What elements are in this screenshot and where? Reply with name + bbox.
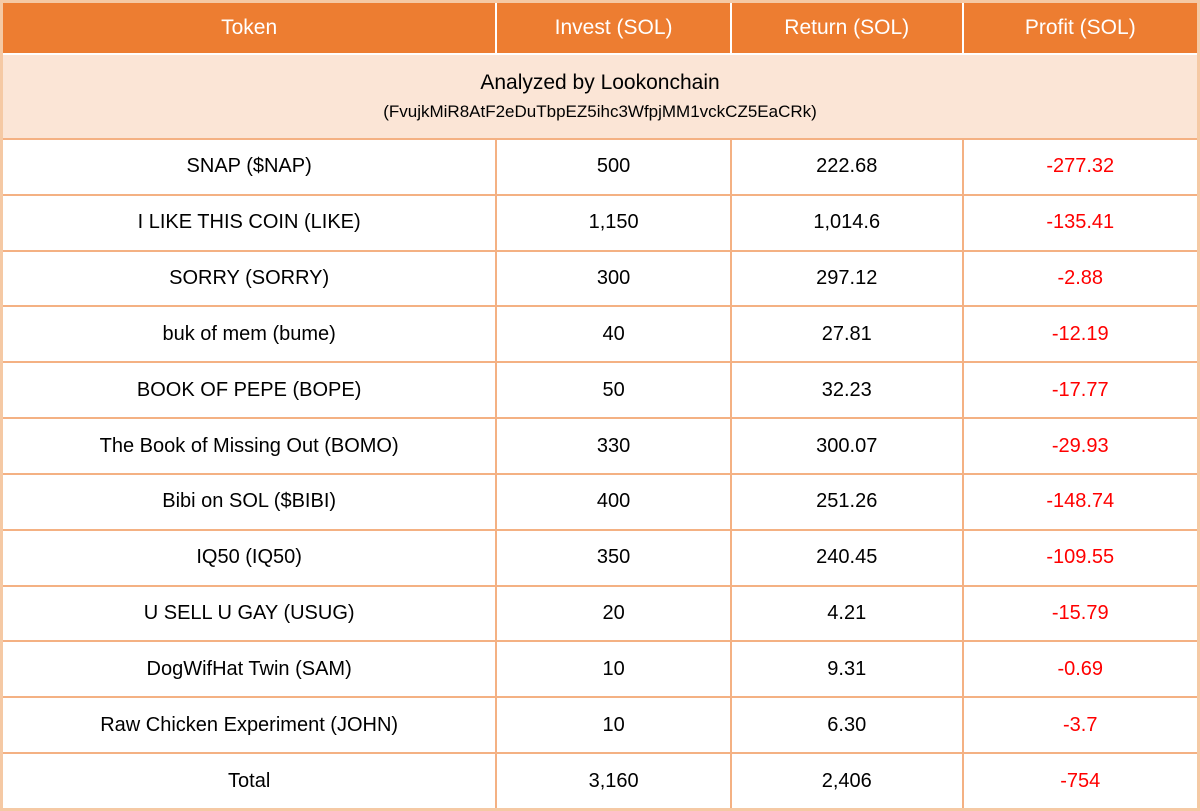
table-row: Bibi on SOL ($BIBI) 400 251.26 -148.74	[3, 472, 1197, 529]
token-cell: Total	[3, 754, 498, 808]
invest-cell: 500	[497, 140, 732, 194]
return-cell: 240.45	[732, 530, 964, 585]
table-row: DogWifHat Twin (SAM) 10 9.31 -0.69	[3, 640, 1197, 697]
table-row: U SELL U GAY (USUG) 20 4.21 -15.79	[3, 584, 1197, 641]
profit-cell: -2.88	[1057, 267, 1104, 290]
table-row: The Book of Missing Out (BOMO) 330 300.0…	[3, 417, 1197, 473]
profit-cell: -29.93	[1051, 434, 1109, 457]
table-row: Raw Chicken Experiment (JOHN) 10 6.30 -3…	[3, 696, 1197, 753]
token-cell: I LIKE THIS COIN (LIKE)	[3, 195, 498, 250]
invest-cell: 1,150	[497, 195, 732, 250]
table-row: Total 3,160 2,406 -754	[3, 752, 1197, 808]
column-header-token: Token	[3, 3, 498, 53]
token-cell: BOOK OF PEPE (BOPE)	[3, 363, 498, 418]
return-cell: 297.12	[732, 251, 964, 306]
return-cell: 2,406	[732, 754, 964, 808]
profit-cell: -0.69	[1057, 657, 1104, 680]
table-row: buk of mem (bume) 40 27.81 -12.19	[3, 305, 1197, 362]
invest-cell: 10	[497, 642, 732, 697]
table-row: IQ50 (IQ50) 350 240.45 -109.55	[3, 528, 1197, 585]
table-row: BOOK OF PEPE (BOPE) 50 32.23 -17.77	[3, 361, 1197, 418]
table-row: I LIKE THIS COIN (LIKE) 1,150 1,014.6 -1…	[3, 193, 1197, 250]
return-cell: 1,014.6	[732, 195, 964, 250]
table-header-row: Token Invest (SOL) Return (SOL) Profit (…	[3, 3, 1197, 53]
profit-cell: -15.79	[1051, 602, 1109, 625]
return-cell: 300.07	[732, 419, 964, 473]
token-cell: SNAP ($NAP)	[3, 140, 498, 194]
column-header-invest: Invest (SOL)	[497, 3, 732, 53]
invest-cell: 350	[497, 530, 732, 585]
token-cell: SORRY (SORRY)	[3, 251, 498, 306]
return-cell: 9.31	[732, 642, 964, 697]
analyzed-by-banner: Analyzed by Lookonchain (FvujkMiR8AtF2eD…	[3, 53, 1197, 138]
invest-cell: 400	[497, 474, 732, 529]
return-cell: 222.68	[732, 140, 964, 194]
return-cell: 6.30	[732, 698, 964, 753]
profit-cell: -754	[1060, 769, 1101, 792]
analyzed-by-title: Analyzed by Lookonchain	[480, 71, 720, 94]
profit-cell: -277.32	[1046, 155, 1115, 178]
invest-cell: 330	[497, 419, 732, 473]
wallet-address: (FvujkMiR8AtF2eDuTbpEZ5ihc3WfpjMM1vckCZ5…	[383, 102, 817, 121]
invest-cell: 300	[497, 251, 732, 306]
profit-cell: -148.74	[1046, 490, 1115, 513]
token-cell: U SELL U GAY (USUG)	[3, 586, 498, 641]
return-cell: 4.21	[732, 586, 964, 641]
invest-cell: 50	[497, 363, 732, 418]
token-cell: The Book of Missing Out (BOMO)	[3, 419, 498, 473]
invest-cell: 20	[497, 586, 732, 641]
column-header-return: Return (SOL)	[732, 3, 964, 53]
return-cell: 32.23	[732, 363, 964, 418]
token-cell: buk of mem (bume)	[3, 307, 498, 362]
table-row: SORRY (SORRY) 300 297.12 -2.88	[3, 249, 1197, 306]
token-cell: Raw Chicken Experiment (JOHN)	[3, 698, 498, 753]
token-cell: DogWifHat Twin (SAM)	[3, 642, 498, 697]
invest-cell: 10	[497, 698, 732, 753]
table-row: SNAP ($NAP) 500 222.68 -277.32	[3, 138, 1197, 194]
table-body: SNAP ($NAP) 500 222.68 -277.32 I LIKE TH…	[3, 138, 1197, 808]
token-cell: Bibi on SOL ($BIBI)	[3, 474, 498, 529]
return-cell: 251.26	[732, 474, 964, 529]
profit-cell: -12.19	[1051, 322, 1109, 345]
invest-cell: 40	[497, 307, 732, 362]
invest-cell: 3,160	[497, 754, 732, 808]
profit-cell: -109.55	[1046, 546, 1115, 569]
token-cell: IQ50 (IQ50)	[3, 530, 498, 585]
column-header-profit: Profit (SOL)	[1024, 15, 1136, 39]
return-cell: 27.81	[732, 307, 964, 362]
profit-cell: -3.7	[1063, 713, 1098, 736]
profit-cell: -135.41	[1046, 211, 1115, 234]
profit-cell: -17.77	[1051, 378, 1109, 401]
